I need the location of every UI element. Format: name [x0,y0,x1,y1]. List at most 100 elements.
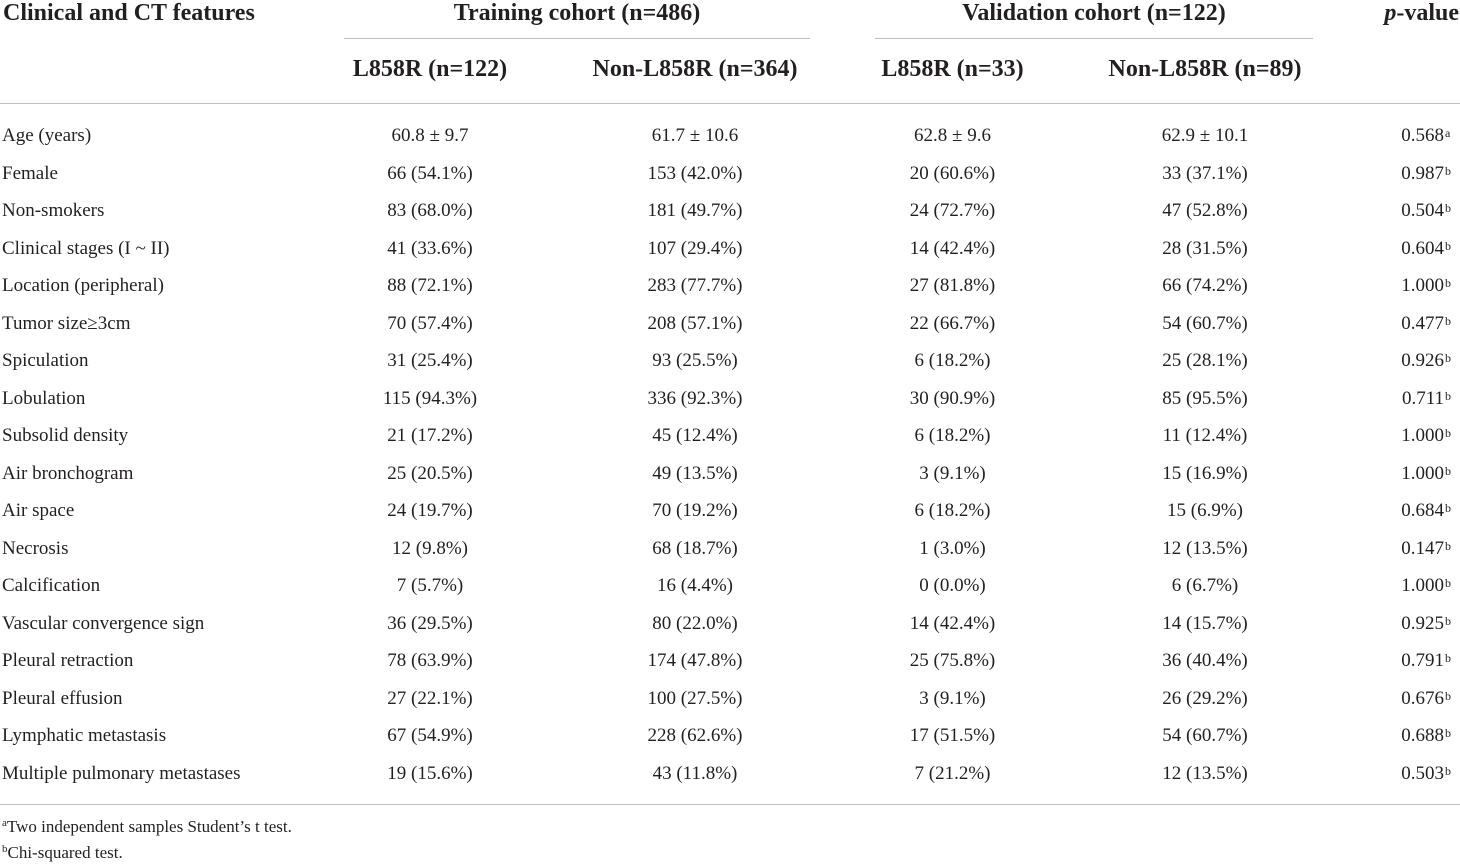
header-validation-l858r: L858R (n=33) [881,56,1024,82]
feature-cell: Necrosis [2,537,69,559]
p-value-footnote-mark: b [1445,651,1451,665]
validation-l858r-cell: 30 (90.9%) [909,387,996,409]
validation-non-l858r-cell: 14 (15.7%) [1162,612,1248,634]
p-value-footnote-mark: b [1445,201,1451,215]
validation-l858r-cell: 24 (72.7%) [909,200,996,221]
feature-cell: Age (years) [2,125,92,146]
table-row: Location (peripheral) 88 (72.1%) 283 (77.7… [0,267,1460,305]
table-row: Spiculation 31 (25.4%) 93 (25.5%) 6 (18.2%)… [0,342,1460,380]
header-bottom-rule [0,103,1460,104]
training-l858r-cell: 7 (5.7%) [396,575,464,596]
p-value-footnote-mark: b [1445,351,1451,365]
training-non-l858r-cell: 70 (19.2%) [652,500,738,521]
table-row: Clinical stages (I ~ II) 41 (33.6%) 107 (2… [0,230,1460,268]
training-non-l858r-cell: 174 (47.8%) [647,650,743,671]
training-l858r-cell: 21 (17.2%) [387,425,473,446]
p-value-cell: 0.477 [1401,312,1444,334]
table-row: Lobulation 115 (94.3%) 336 (92.3%) 30 (90.9… [0,380,1460,418]
training-l858r-cell: 19 (15.6%) [387,762,473,784]
p-value-footnote-mark: b [1445,238,1451,253]
p-value-cell: 0.504 [1401,200,1444,221]
training-non-l858r-cell: 208 (57.1%) [647,312,743,334]
header-feature-column: Clinical and CT features [3,0,255,26]
table-row: Multiple pulmonary metastases 19 (15.6%) 4… [0,755,1460,793]
validation-non-l858r-cell: 66 (74.2%) [1162,275,1248,296]
validation-l858r-cell: 14 (42.4%) [909,612,996,634]
header-training-l858r: L858R (n=122) [352,56,508,82]
header-validation-non-l858r: Non-L858R (n=89) [1108,56,1302,82]
table-row: Calcification 7 (5.7%) 16 (4.4%) 0 (0.0%) 6 … [0,567,1460,605]
validation-l858r-cell: 1 (3.0%) [919,537,986,559]
training-l858r-cell: 60.8 ± 9.7 [391,125,469,146]
validation-non-l858r-cell: 12 (13.5%) [1162,537,1248,559]
p-value-cell: 0.147 [1401,537,1444,559]
training-non-l858r-cell: 336 (92.3%) [647,387,743,409]
validation-l858r-cell: 14 (42.4%) [909,237,996,259]
p-value-footnote-mark: b [1445,538,1451,553]
feature-cell: Pleural effusion [2,687,123,709]
training-non-l858r-cell: 80 (22.0%) [652,612,738,634]
footnote-a-mark: a [2,817,7,829]
training-non-l858r-cell: 181 (49.7%) [647,200,743,221]
p-value-cell: 0.568 [1401,125,1444,146]
validation-l858r-cell: 27 (81.8%) [909,275,996,296]
header-training-cohort: Training cohort (n=486) [453,0,701,26]
validation-non-l858r-cell: 15 (16.9%) [1162,462,1248,484]
p-value-footnote-mark: b [1445,688,1451,703]
validation-l858r-cell: 7 (21.2%) [914,762,991,784]
validation-group-rule [875,38,1313,39]
validation-non-l858r-cell: 6 (6.7%) [1171,575,1239,596]
validation-non-l858r-cell: 15 (6.9%) [1167,500,1243,521]
training-l858r-cell: 78 (63.9%) [387,650,473,671]
table-row: Subsolid density 21 (17.2%) 45 (12.4%) 6 (1… [0,417,1460,455]
table-body: Age (years) 60.8 ± 9.7 61.7 ± 10.6 62.8 ± 9… [0,117,1460,792]
p-value-footnote-mark: b [1445,501,1451,515]
p-value-cell: 1.000 [1401,462,1444,484]
p-value-cell: 0.987 [1401,162,1444,184]
p-value-footnote-mark: b [1445,763,1451,778]
feature-cell: Clinical stages (I ~ II) [2,237,170,259]
training-non-l858r-cell: 283 (77.7%) [647,275,743,296]
table-row: Air space 24 (19.7%) 70 (19.2%) 6 (18.2%) 15… [0,492,1460,530]
validation-l858r-cell: 3 (9.1%) [919,462,986,484]
p-value-cell: 0.503 [1401,762,1444,784]
footnote-b-mark: b [2,843,8,855]
validation-non-l858r-cell: 33 (37.1%) [1162,162,1248,184]
training-l858r-cell: 41 (33.6%) [387,237,473,259]
p-value-cell: 1.000 [1401,425,1444,446]
training-non-l858r-cell: 49 (13.5%) [652,462,738,484]
training-l858r-cell: 66 (54.1%) [387,162,473,184]
table-row: Pleural effusion 27 (22.1%) 100 (27.5%) 3 (… [0,680,1460,718]
validation-l858r-cell: 62.8 ± 9.6 [914,125,991,146]
validation-non-l858r-cell: 28 (31.5%) [1162,237,1248,259]
p-value-cell: 0.688 [1401,725,1444,746]
p-value-footnote-mark: b [1445,726,1451,740]
header-p-value: p-value [1340,0,1459,27]
training-l858r-cell: 36 (29.5%) [387,612,473,634]
training-group-rule [344,38,810,39]
training-non-l858r-cell: 153 (42.0%) [647,162,743,184]
feature-cell: Female [2,162,58,184]
training-non-l858r-cell: 68 (18.7%) [652,537,738,559]
validation-non-l858r-cell: 11 (12.4%) [1162,425,1248,446]
p-value-cell: 0.604 [1401,237,1444,259]
table-bottom-rule [0,804,1460,805]
p-value-cell: 0.711 [1401,387,1444,409]
training-l858r-cell: 115 (94.3%) [382,387,478,409]
training-non-l858r-cell: 45 (12.4%) [652,425,738,446]
table-row: Air bronchogram 25 (20.5%) 49 (13.5%) 3 (9.… [0,455,1460,493]
training-l858r-cell: 67 (54.9%) [387,725,473,746]
table-row: Tumor size≥3cm 70 (57.4%) 208 (57.1%) 22 (6… [0,305,1460,343]
table-row: Female 66 (54.1%) 153 (42.0%) 20 (60.6%) 33 … [0,155,1460,193]
feature-cell: Pleural retraction [2,650,134,671]
validation-non-l858r-cell: 12 (13.5%) [1162,762,1248,784]
validation-non-l858r-cell: 36 (40.4%) [1162,650,1248,671]
feature-cell: Vascular convergence sign [2,612,205,634]
p-value-cell: 0.926 [1401,350,1444,371]
validation-l858r-cell: 0 (0.0%) [919,575,986,596]
p-value-footnote-mark: b [1445,276,1451,290]
training-non-l858r-cell: 43 (11.8%) [652,762,738,784]
p-value-cell: 0.676 [1401,687,1444,709]
training-l858r-cell: 27 (22.1%) [387,687,473,709]
p-value-cell: 1.000 [1401,575,1444,596]
